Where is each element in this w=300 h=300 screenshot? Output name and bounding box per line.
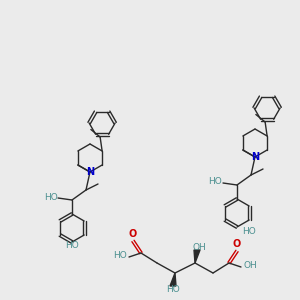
Polygon shape <box>170 273 176 286</box>
Text: HO: HO <box>242 226 256 236</box>
Polygon shape <box>194 250 200 263</box>
Text: HO: HO <box>208 178 222 187</box>
Text: O: O <box>233 239 241 249</box>
Text: O: O <box>129 229 137 239</box>
Text: HO: HO <box>65 242 79 250</box>
Text: OH: OH <box>192 242 206 251</box>
Text: OH: OH <box>243 260 257 269</box>
Text: N: N <box>251 152 259 162</box>
Text: HO: HO <box>113 250 127 260</box>
Text: HO: HO <box>44 193 58 202</box>
Text: N: N <box>86 167 94 177</box>
Text: HO: HO <box>166 284 180 293</box>
